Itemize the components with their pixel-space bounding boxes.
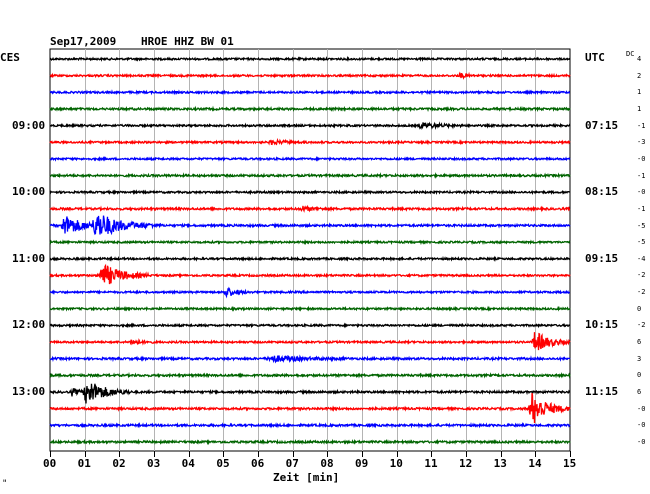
trace-line — [49, 392, 571, 424]
dc-offset-value: -0 — [637, 437, 646, 446]
dc-offset-value: -4 — [637, 254, 646, 263]
trace-line — [49, 155, 571, 163]
trace-line — [49, 204, 571, 213]
left-hour-label: 12:00 — [12, 318, 46, 332]
left-hour-label: 11:00 — [12, 251, 46, 265]
dc-offset-value: -0 — [637, 404, 646, 413]
dc-offset-value: -3 — [637, 138, 646, 147]
station-label: HROE HHZ BW 01 — [141, 35, 234, 48]
x-axis-label: Zeit [min] — [273, 471, 340, 484]
x-tick-label: 13 — [493, 457, 507, 470]
x-tick-label: 08 — [320, 457, 334, 470]
x-tick-label: 05 — [216, 457, 230, 470]
dc-offset-value: -2 — [637, 271, 646, 280]
trace-line — [49, 322, 571, 329]
left-timezone-label: CES — [0, 51, 20, 64]
dc-offset-value: 6 — [637, 338, 642, 347]
right-timezone-label: UTC — [585, 51, 605, 64]
x-tick-label: 02 — [112, 457, 126, 470]
dc-offset-value: -2 — [637, 321, 646, 330]
trace-line — [49, 438, 571, 446]
trace-line — [49, 121, 571, 130]
dc-label: DC — [626, 50, 635, 58]
x-tick-label: 14 — [528, 457, 542, 470]
dc-offset-value: 1 — [637, 88, 642, 97]
x-tick-label: 01 — [77, 457, 91, 470]
x-tick-label: 04 — [181, 457, 195, 470]
x-tick-label: 03 — [147, 457, 161, 470]
trace-line — [49, 371, 571, 379]
dc-offset-value: -0 — [637, 421, 646, 430]
trace-line — [49, 89, 571, 96]
x-tick-label: 00 — [43, 457, 57, 470]
trace-line — [49, 71, 571, 80]
left-hour-label: 09:00 — [12, 118, 46, 132]
trace-line — [49, 137, 571, 146]
trace-line — [49, 105, 571, 113]
right-hour-label: 07:15 — [585, 118, 619, 132]
trace-line — [49, 383, 571, 404]
dc-offset-value: 2 — [637, 71, 642, 80]
trace-line — [49, 189, 571, 196]
x-tick-label: 10 — [389, 457, 403, 470]
dc-offset-value: -1 — [637, 121, 646, 130]
x-tick-label: 15 — [563, 457, 577, 470]
right-hour-label: 10:15 — [585, 318, 619, 332]
trace-line — [49, 421, 571, 429]
dc-offset-value: 4 — [637, 55, 642, 63]
trace-line — [49, 55, 571, 62]
trace-line — [49, 332, 571, 351]
left-hour-label: 13:00 — [12, 385, 46, 398]
dc-offset-value: 3 — [637, 354, 642, 363]
trace-line — [49, 238, 571, 246]
x-tick-label: 06 — [251, 457, 265, 470]
x-tick-label: 11 — [424, 457, 438, 470]
trace-line — [49, 354, 571, 364]
right-hour-label: 11:15 — [585, 385, 619, 398]
dc-offset-value: -0 — [637, 154, 646, 163]
trace-line — [49, 215, 571, 236]
trace-line — [49, 286, 571, 299]
trace-line — [49, 255, 571, 263]
dc-offset-value: 0 — [637, 304, 642, 313]
x-tick-label: 07 — [285, 457, 299, 470]
dc-offset-value: -5 — [637, 221, 646, 230]
left-hour-label: 10:00 — [12, 185, 46, 199]
right-hour-label: 09:15 — [585, 251, 619, 265]
trace-line — [49, 263, 571, 285]
dc-offset-value: 6 — [637, 388, 642, 396]
dc-offset-value: -0 — [637, 188, 646, 197]
right-hour-label: 08:15 — [585, 185, 619, 199]
dc-offset-value: -5 — [637, 238, 646, 247]
dc-offset-value: -1 — [637, 204, 646, 213]
dc-offset-value: -1 — [637, 171, 646, 180]
date-label: Sep17,2009 — [50, 35, 117, 48]
plot-frame — [49, 48, 571, 452]
x-tick-label: 09 — [355, 457, 369, 470]
trace-line — [49, 305, 571, 312]
trace-line — [49, 172, 571, 179]
dc-offset-value: 1 — [637, 104, 642, 113]
dc-offset-value: -2 — [637, 288, 646, 297]
dc-offset-value: 0 — [637, 371, 642, 380]
x-tick-label: 12 — [459, 457, 473, 470]
corner-mark: " — [2, 479, 8, 489]
